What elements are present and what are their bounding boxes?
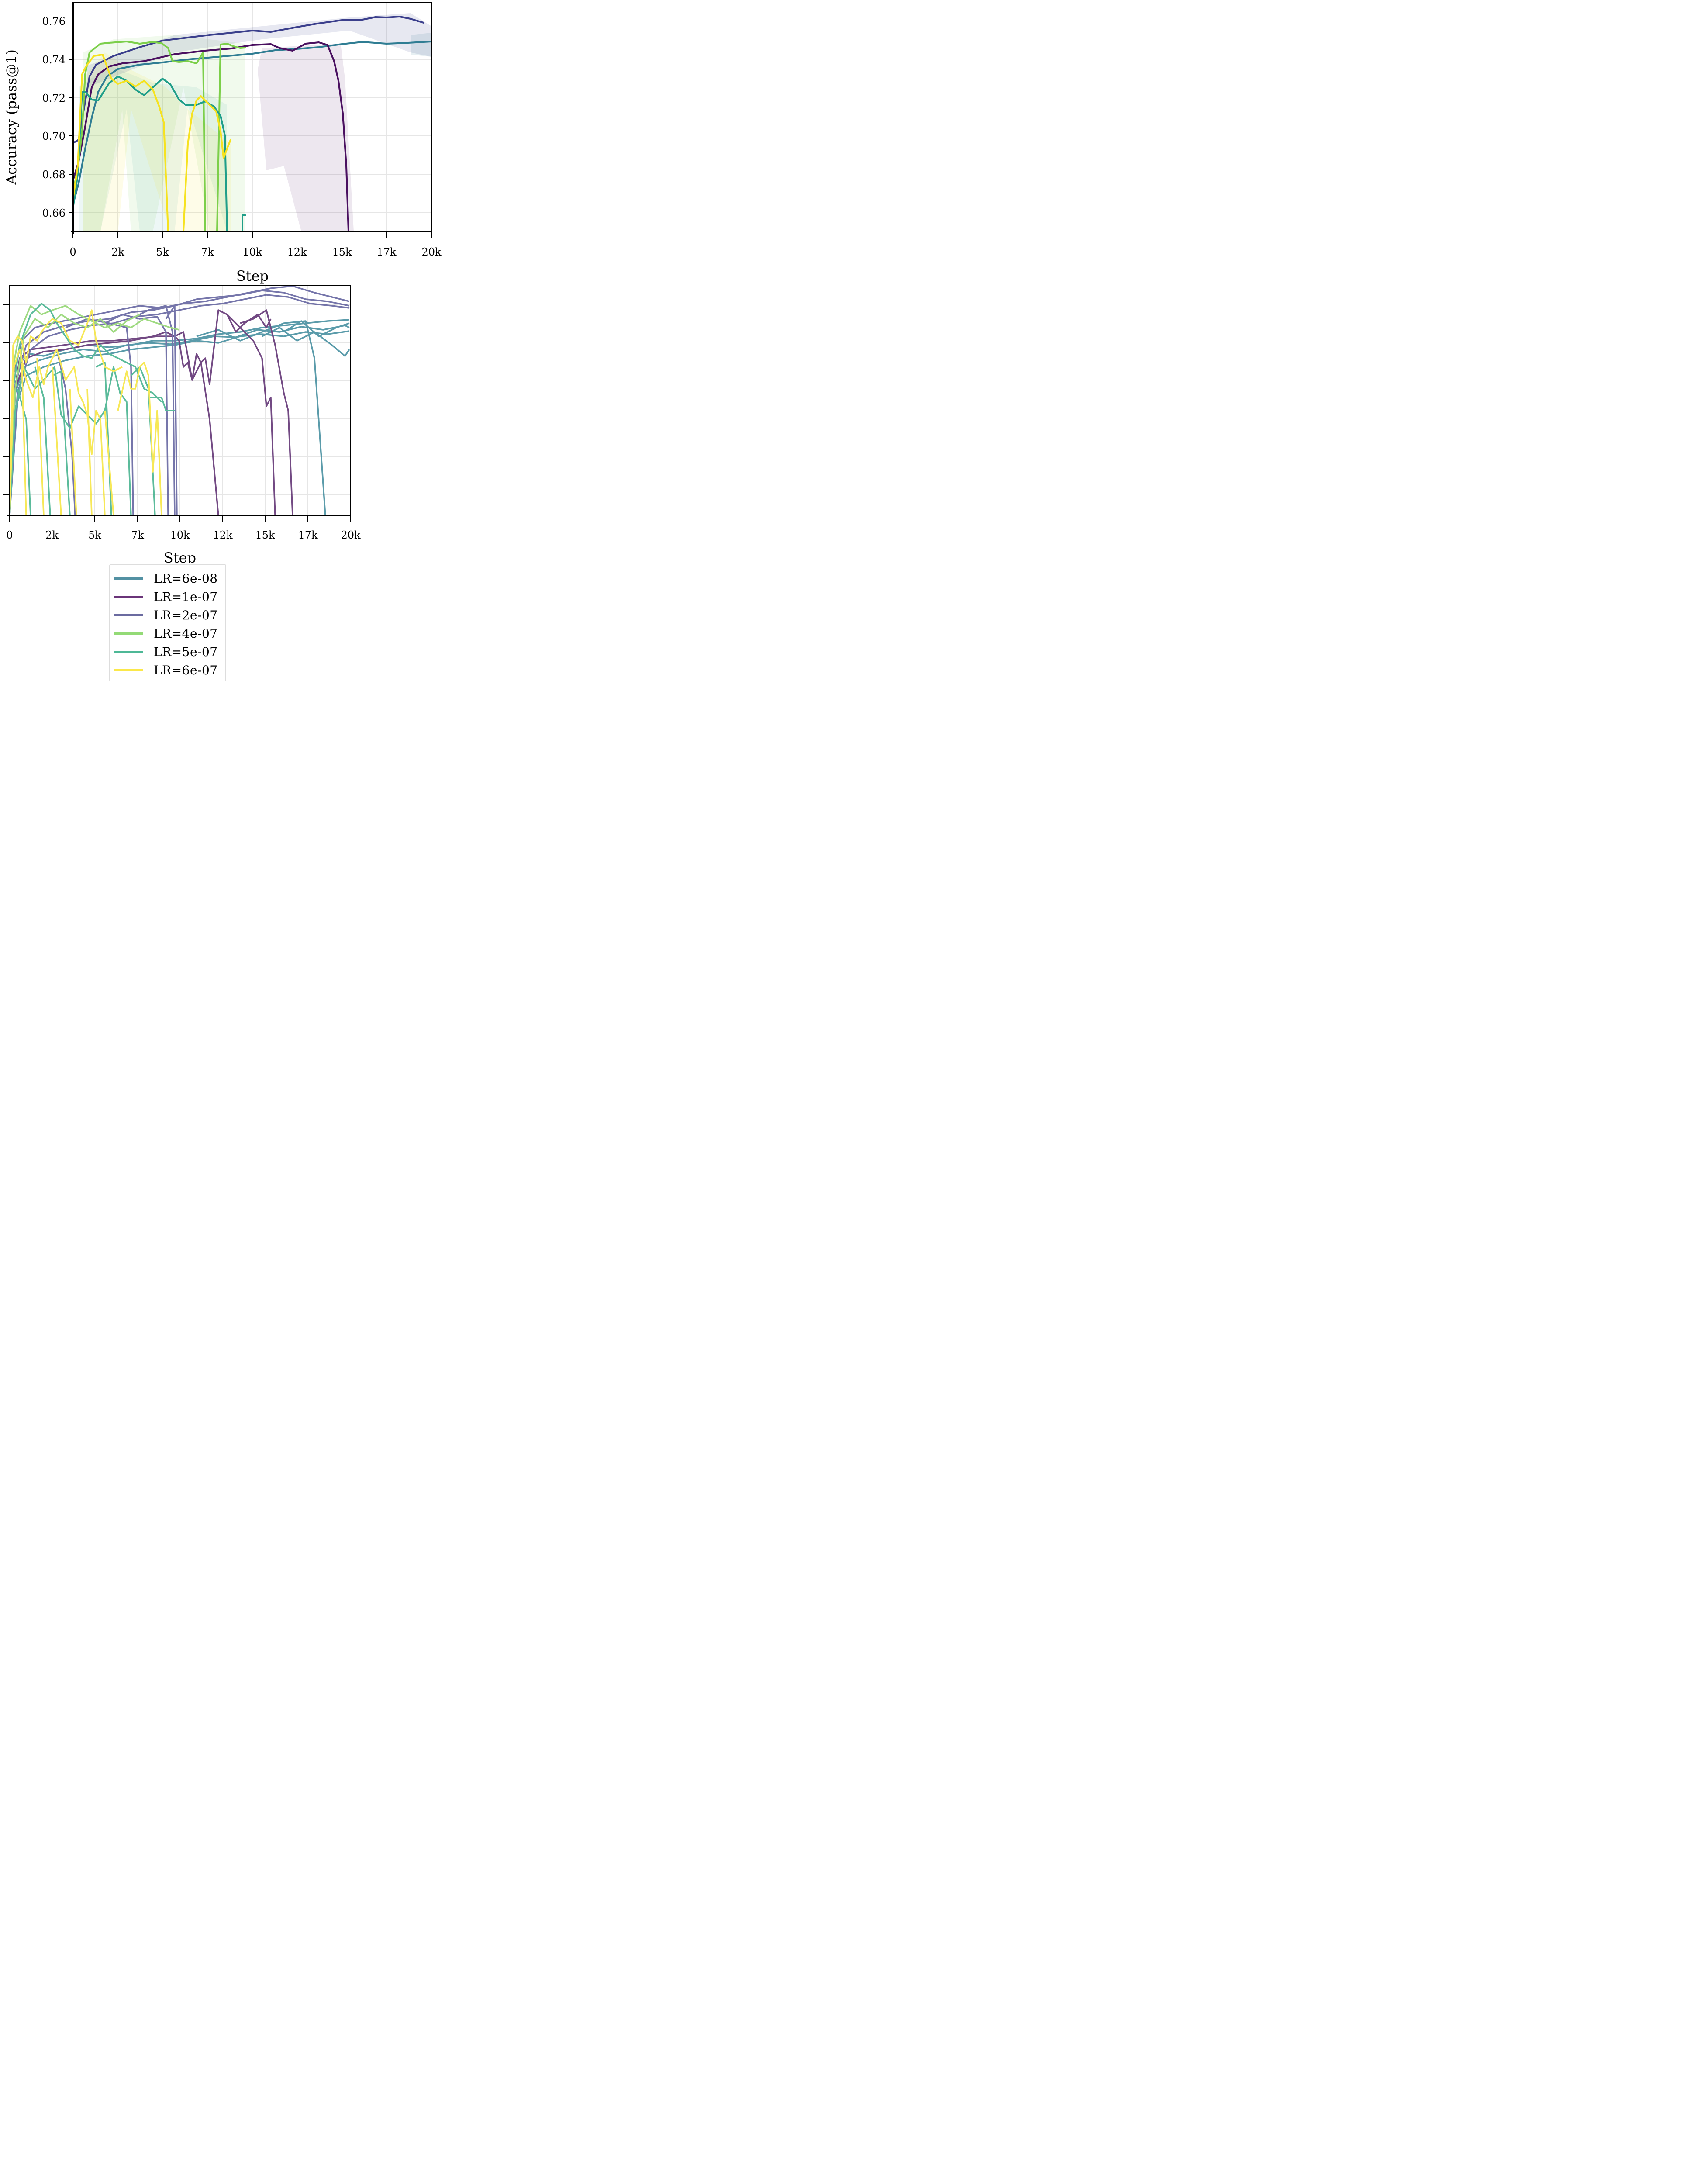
bottom-chart: 0 2k 5k 7k 10k 12k 15k 17k 20k Step (3, 285, 361, 563)
x-tick: 15k (332, 246, 352, 258)
top-y-axis-label: Accuracy (pass@1) (3, 49, 20, 185)
x-tick: 17k (376, 246, 397, 258)
top-chart: 0.76 0.74 0.72 0.70 0.68 0.66 0 2k 5k 7k… (3, 2, 442, 284)
legend-swatch-icon (114, 614, 143, 616)
series-lr-1e-07 (72, 41, 349, 232)
legend-label: LR=2e-07 (154, 608, 218, 622)
top-grid (73, 2, 431, 232)
legend-swatch-icon (114, 669, 143, 671)
legend-item-lr-1e-07: LR=1e-07 (114, 588, 218, 605)
legend-item-lr-4e-07: LR=4e-07 (114, 625, 218, 642)
legend-swatch-icon (114, 632, 143, 635)
bottom-x-tick-labels: 0 2k 5k 7k 10k 12k 15k 17k 20k (6, 529, 361, 541)
legend-label: LR=5e-07 (154, 644, 218, 659)
bottom-lines (9, 285, 350, 516)
y-tick: 0.76 (42, 15, 66, 28)
legend: LR=6e-08 LR=1e-07 LR=2e-07 LR=4e-07 LR=5… (109, 564, 226, 681)
top-y-tick-labels: 0.76 0.74 0.72 0.70 0.68 0.66 (42, 15, 66, 219)
series-lr-2e-07 (72, 16, 424, 144)
bottom-grid (10, 285, 351, 515)
runs-lr-2e-07 (9, 285, 350, 516)
x-tick: 0 (6, 529, 13, 541)
x-tick: 12k (287, 246, 307, 258)
runs-lr-1e-07 (9, 309, 293, 516)
bottom-x-axis-label: Step (164, 549, 196, 563)
bottom-axes (3, 285, 351, 522)
runs-lr-6e-07 (9, 309, 162, 516)
legend-label: LR=6e-08 (154, 571, 218, 586)
legend-swatch-icon (114, 595, 143, 598)
legend-item-lr-6e-07: LR=6e-07 (114, 661, 218, 679)
legend-swatch-icon (114, 650, 143, 653)
legend-item-lr-6e-08: LR=6e-08 (114, 570, 218, 587)
x-tick: 15k (255, 529, 275, 541)
x-tick: 2k (45, 529, 59, 541)
x-tick: 20k (341, 529, 361, 541)
y-tick: 0.72 (42, 92, 66, 104)
legend-label: LR=6e-07 (154, 663, 218, 677)
series-lr-4e-07-b (216, 43, 246, 232)
series-lr-5e-07-b (242, 214, 246, 232)
legend-item-lr-5e-07: LR=5e-07 (114, 643, 218, 660)
x-tick: 5k (88, 529, 101, 541)
series-lr-6e-07-b (183, 95, 231, 232)
legend-label: LR=1e-07 (154, 589, 218, 604)
x-tick: 10k (242, 246, 262, 258)
top-x-tick-labels: 0 2k 5k 7k 10k 12k 15k 17k 20k (69, 246, 442, 258)
top-axes (69, 2, 432, 238)
top-x-axis-label: Step (236, 268, 269, 284)
legend-label: LR=4e-07 (154, 626, 218, 641)
x-tick: 2k (111, 246, 124, 258)
x-tick: 5k (156, 246, 169, 258)
x-tick: 7k (201, 246, 214, 258)
y-tick: 0.74 (42, 54, 66, 66)
series-lr-6e-07 (72, 54, 169, 232)
y-tick: 0.70 (42, 130, 66, 142)
x-tick: 10k (170, 529, 190, 541)
x-tick: 17k (298, 529, 318, 541)
legend-item-lr-2e-07: LR=2e-07 (114, 606, 218, 624)
y-tick: 0.68 (42, 169, 66, 181)
x-tick: 20k (421, 246, 442, 258)
y-tick: 0.66 (42, 207, 66, 219)
top-bands (79, 13, 431, 232)
runs-lr-6e-08 (9, 319, 350, 516)
x-tick: 12k (213, 529, 233, 541)
legend-swatch-icon (114, 577, 143, 580)
x-tick: 7k (131, 529, 144, 541)
x-tick: 0 (69, 246, 76, 258)
top-lines (72, 16, 432, 232)
series-lr-4e-07 (72, 41, 206, 232)
